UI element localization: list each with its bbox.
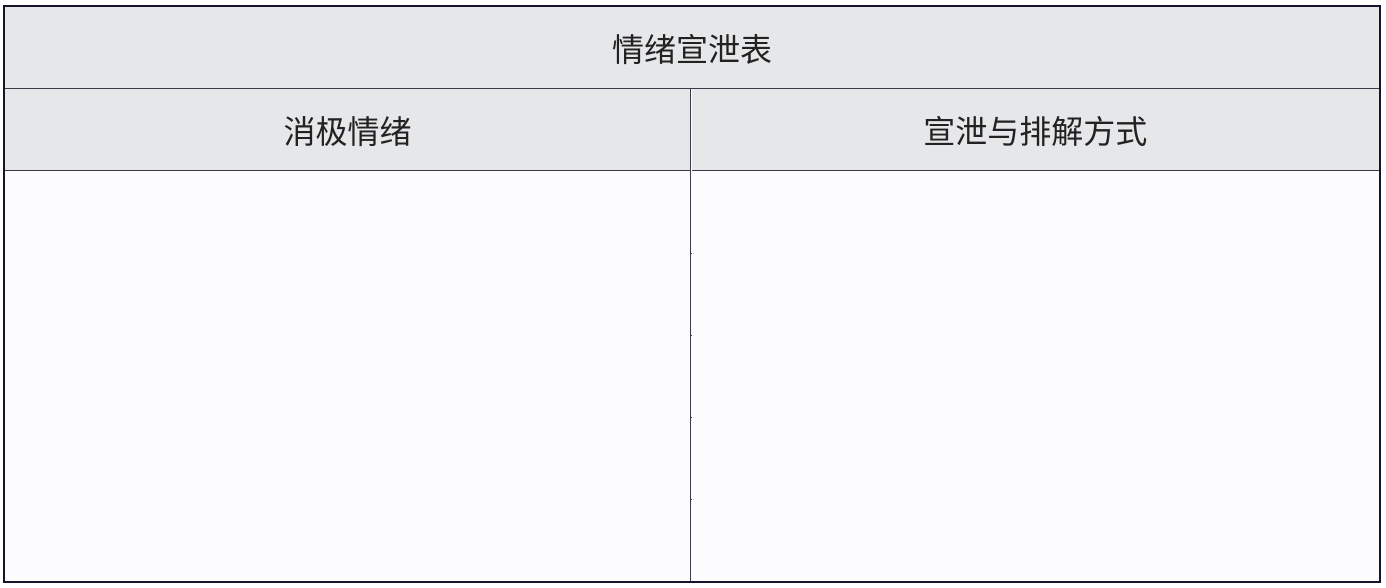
cell-release-method[interactable] [691, 417, 1379, 499]
column-header-negative-emotions: 消极情绪 [5, 89, 691, 171]
cell-negative-emotion[interactable] [5, 253, 691, 335]
table-row [5, 253, 1379, 336]
cell-release-method[interactable] [691, 335, 1379, 417]
table-row [5, 335, 1379, 418]
cell-negative-emotion[interactable] [5, 499, 691, 581]
cell-release-method[interactable] [691, 253, 1379, 335]
cell-release-method[interactable] [691, 499, 1379, 581]
table-row [5, 499, 1379, 581]
table-row [5, 171, 1379, 254]
emotion-release-table: 情绪宣泄表 消极情绪 宣泄与排解方式 [3, 5, 1381, 583]
cell-release-method[interactable] [691, 171, 1379, 253]
cell-negative-emotion[interactable] [5, 335, 691, 417]
cell-negative-emotion[interactable] [5, 417, 691, 499]
cell-negative-emotion[interactable] [5, 171, 691, 253]
table-row [5, 417, 1379, 500]
table-title: 情绪宣泄表 [5, 7, 1379, 89]
column-header-release-methods: 宣泄与排解方式 [691, 89, 1379, 171]
